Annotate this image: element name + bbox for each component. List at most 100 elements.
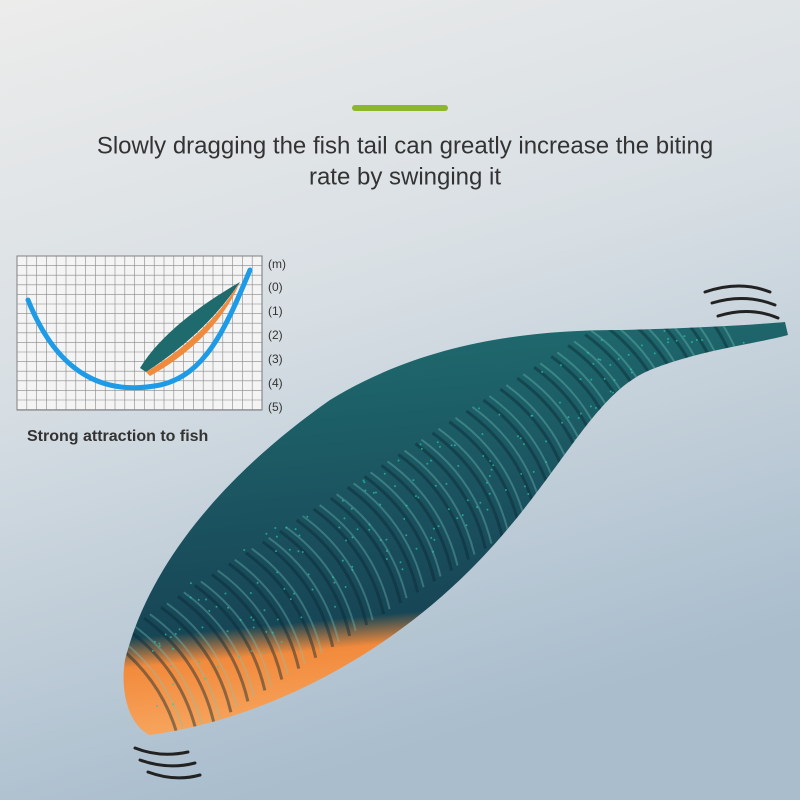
lure-glitter [204, 677, 206, 679]
lure-glitter [154, 641, 156, 643]
lure-glitter [630, 368, 632, 370]
lure-glitter [486, 482, 488, 484]
lure-glitter [205, 599, 207, 601]
lure-glitter [592, 363, 594, 365]
lure-glitter [334, 606, 336, 608]
lure-glitter [432, 551, 434, 553]
lure-glitter [351, 569, 353, 571]
lure-glitter [386, 558, 388, 560]
depth-label: (5) [268, 400, 283, 414]
lure-glitter [451, 444, 453, 446]
lure-glitter [368, 529, 370, 531]
lure-glitter [342, 500, 344, 502]
lure-glitter [598, 358, 600, 360]
lure-glitter [253, 626, 255, 628]
lure-glitter [618, 358, 620, 360]
lure-glitter [398, 460, 400, 462]
lure-glitter [250, 616, 252, 618]
lure-glitter [415, 495, 417, 497]
lure-glitter [384, 473, 386, 475]
lure-glitter [277, 619, 279, 621]
lure-glitter [272, 632, 274, 634]
lure-glitter [351, 508, 353, 510]
lure-glitter [306, 516, 308, 518]
lure-glitter [293, 593, 295, 595]
lure-glitter [579, 378, 581, 380]
lure-glitter [276, 536, 278, 538]
lure-glitter [439, 446, 441, 448]
lure-glitter [654, 352, 656, 354]
lure-glitter [290, 598, 292, 600]
lure-glitter [559, 402, 561, 404]
lure-glitter [263, 609, 265, 611]
lure-glitter [415, 548, 417, 550]
lure-glitter [430, 460, 432, 462]
lure-glitter [437, 441, 439, 443]
accent-bar [352, 105, 448, 111]
lure-glitter [482, 455, 484, 457]
lure-glitter [743, 342, 745, 344]
lure-glitter [332, 576, 334, 578]
lure-glitter [380, 539, 382, 541]
lure-glitter [357, 528, 359, 530]
lure-glitter [545, 440, 547, 442]
lure-glitter [491, 469, 493, 471]
lure-glitter [435, 485, 437, 487]
lure-glitter [419, 443, 421, 445]
lure-glitter [683, 335, 685, 337]
lure-glitter [417, 496, 419, 498]
lure-glitter [478, 407, 480, 409]
lure-glitter [489, 460, 491, 462]
lure-glitter [628, 354, 630, 356]
lure-glitter [202, 626, 204, 628]
lure-glitter [289, 549, 291, 551]
lure-glitter [345, 540, 347, 542]
lure-glitter [533, 471, 535, 473]
lure-glitter [240, 619, 242, 621]
lure-glitter [676, 340, 678, 342]
lure-glitter [599, 359, 601, 361]
lure-glitter [158, 643, 160, 645]
lure-glitter [373, 492, 375, 494]
lure-glitter [172, 683, 174, 685]
lure-glitter [257, 582, 259, 584]
lure-glitter [462, 514, 464, 516]
lure-glitter [613, 379, 615, 381]
lure-glitter [265, 533, 267, 535]
lure-glitter [274, 527, 276, 529]
lure-glitter [394, 485, 396, 487]
lure-glitter [489, 493, 491, 495]
lure-glitter [465, 524, 467, 526]
lure-glitter [691, 341, 693, 343]
lure-glitter [454, 444, 456, 446]
lure-glitter [696, 339, 698, 341]
lure-glitter [426, 463, 428, 465]
lure-glitter [351, 566, 353, 568]
lure-glitter [265, 631, 267, 633]
lure-glitter [517, 435, 519, 437]
lure-glitter [217, 666, 219, 668]
lure-glitter [368, 523, 370, 525]
lure-glitter [631, 371, 633, 373]
lure-glitter [364, 490, 366, 492]
lure-glitter [612, 392, 614, 394]
lure-glitter [403, 518, 405, 520]
lure-glitter [457, 465, 459, 467]
lure-glitter [438, 525, 440, 527]
unit-label: (m) [268, 257, 286, 271]
lure-glitter [701, 339, 703, 341]
lure-glitter [283, 588, 285, 590]
lure-glitter [343, 517, 345, 519]
lure-glitter [498, 414, 500, 416]
lure-glitter [486, 509, 488, 511]
lure-glitter [298, 534, 300, 536]
lure-glitter [412, 479, 414, 481]
title-line: rate by swinging it [309, 163, 501, 190]
lure-glitter [198, 599, 200, 601]
lure-glitter [175, 633, 177, 635]
lure-glitter [604, 378, 606, 380]
lure-glitter [448, 508, 450, 510]
lure-glitter [505, 489, 507, 491]
lure-glitter [663, 330, 665, 332]
